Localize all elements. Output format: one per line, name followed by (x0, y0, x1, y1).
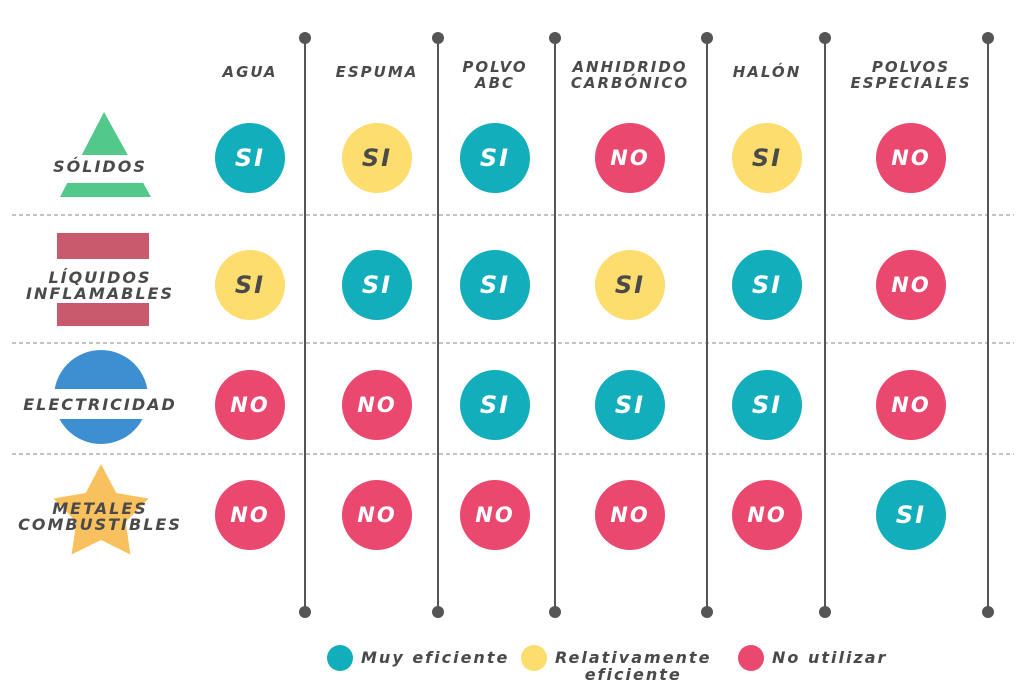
rating-cell: SI (876, 480, 946, 550)
divider-top-dot (432, 32, 444, 44)
rating-cell: NO (342, 370, 412, 440)
text-line: Muy eficiente (361, 648, 510, 667)
column-header: POLVOS ESPECIALES (850, 59, 971, 91)
divider-top-dot (819, 32, 831, 44)
column-header: ESPUMA (336, 64, 419, 80)
text-line: ABC (474, 74, 516, 92)
rating-cell: SI (215, 250, 285, 320)
row-label: LÍQUIDOS INFLAMABLES (26, 270, 174, 302)
rating-cell: NO (732, 480, 802, 550)
text-line: SÓLIDOS (53, 157, 147, 176)
text-line: ANHIDRIDO (572, 58, 688, 76)
row-label: METALES COMBUSTIBLES (18, 501, 182, 533)
column-header: ANHIDRIDO CARBÓNICO (571, 59, 689, 91)
rating-cell: NO (595, 123, 665, 193)
rating-cell: NO (215, 370, 285, 440)
rating-cell: SI (215, 123, 285, 193)
triangle-icon (60, 112, 151, 197)
legend-item: Relativamente eficiente (521, 645, 711, 683)
column-header: POLVO ABC (462, 59, 527, 91)
text-line: LÍQUIDOS (48, 268, 152, 287)
legend-item: Muy eficiente (327, 645, 509, 671)
column-header: AGUA (222, 64, 277, 80)
text-line: METALES (52, 499, 148, 518)
rating-cell: SI (732, 123, 802, 193)
row-label: SÓLIDOS (53, 159, 147, 175)
text-line: ELECTRICIDAD (23, 395, 177, 414)
text-line: ESPUMA (335, 63, 419, 81)
legend-label: Relativamente eficiente (555, 645, 711, 683)
divider-bottom-dot (299, 606, 311, 618)
rating-cell: NO (215, 480, 285, 550)
text-line: POLVO (462, 58, 528, 76)
text-line: INFLAMABLES (26, 284, 174, 303)
divider-top-dot (982, 32, 994, 44)
divider-bottom-dot (819, 606, 831, 618)
rating-cell: SI (460, 123, 530, 193)
legend-swatch (327, 645, 353, 671)
text-line: COMBUSTIBLES (18, 515, 182, 534)
text-line: HALÓN (732, 63, 802, 81)
rating-cell: NO (876, 370, 946, 440)
divider-bottom-dot (549, 606, 561, 618)
rating-cell: SI (460, 370, 530, 440)
rating-cell: SI (460, 250, 530, 320)
divider-top-dot (701, 32, 713, 44)
rating-cell: NO (595, 480, 665, 550)
rating-cell: SI (732, 250, 802, 320)
rating-cell: SI (342, 250, 412, 320)
legend-label: No utilizar (772, 645, 887, 666)
legend-swatch (521, 645, 547, 671)
rating-cell: SI (595, 370, 665, 440)
text-line: ESPECIALES (850, 74, 972, 92)
divider-bottom-dot (432, 606, 444, 618)
divider-bottom-dot (982, 606, 994, 618)
rating-cell: NO (460, 480, 530, 550)
triangle-icon-band (48, 155, 158, 183)
bars-icon (57, 233, 149, 259)
rating-cell: SI (342, 123, 412, 193)
legend-swatch (738, 645, 764, 671)
column-header: HALÓN (733, 64, 802, 80)
legend-label: Muy eficiente (361, 645, 509, 666)
rating-cell: SI (732, 370, 802, 440)
divider-bottom-dot (701, 606, 713, 618)
row-label: ELECTRICIDAD (23, 397, 177, 413)
text-line: Relativamente (555, 648, 712, 667)
text-line: AGUA (222, 63, 278, 81)
text-line: eficiente (584, 665, 682, 684)
text-line: CARBÓNICO (570, 74, 690, 92)
star-icon (53, 464, 149, 555)
divider-top-dot (549, 32, 561, 44)
divider-top-dot (299, 32, 311, 44)
circle-icon-band (40, 389, 164, 419)
rating-cell: SI (595, 250, 665, 320)
rating-cell: NO (876, 250, 946, 320)
rating-cell: NO (876, 123, 946, 193)
rating-cell: NO (342, 480, 412, 550)
legend-item: No utilizar (738, 645, 887, 671)
text-line: No utilizar (772, 648, 888, 667)
bars-icon (57, 303, 149, 326)
text-line: POLVOS (871, 58, 951, 76)
